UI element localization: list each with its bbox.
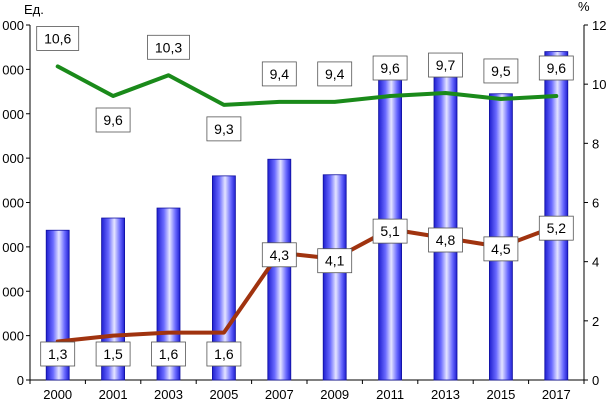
right-tick-label: 12	[592, 18, 606, 33]
x-tick-label: 2011	[376, 387, 404, 402]
right-tick-label: 10	[592, 77, 606, 92]
data-label: 9,6	[380, 60, 400, 76]
data-label: 9,3	[214, 121, 234, 137]
right-axis-ticks: 0 2 4 6 8 10 12	[584, 18, 606, 388]
right-axis-unit: %	[578, 0, 590, 14]
data-label-box	[483, 236, 519, 262]
data-label-box	[483, 58, 519, 84]
x-tick-label: 2015	[486, 387, 515, 402]
left-tick-label: 000	[2, 107, 24, 122]
data-label: 9,7	[436, 57, 456, 73]
left-tick-label: 000	[2, 329, 24, 344]
data-label-box	[372, 55, 408, 81]
bar	[267, 158, 292, 381]
right-tick-label: 6	[592, 196, 599, 211]
data-label-box	[317, 248, 353, 274]
left-tick-label: 000	[2, 240, 24, 255]
data-label-box	[372, 218, 408, 244]
data-label: 4,3	[270, 247, 290, 263]
bar-series	[45, 51, 569, 381]
x-tick-label: 2017	[542, 387, 571, 402]
data-label: 4,8	[436, 232, 456, 248]
x-tick-label: 2007	[265, 387, 294, 402]
left-tick-label: 000	[2, 196, 24, 211]
data-label: 4,1	[325, 253, 345, 269]
left-tick-label: 000	[2, 284, 24, 299]
data-label-box	[151, 341, 186, 367]
right-tick-label: 2	[592, 314, 599, 329]
bar	[211, 175, 236, 381]
right-tick-label: 8	[592, 136, 599, 151]
data-label-box	[261, 242, 297, 268]
left-tick-label: 0	[17, 373, 24, 388]
data-label: 9,4	[325, 66, 345, 82]
data-label: 4,5	[491, 241, 511, 257]
data-label-box	[538, 215, 574, 241]
data-label: 9,6	[547, 60, 567, 76]
left-axis-unit: Ед.	[24, 2, 44, 17]
data-label: 9,5	[491, 63, 511, 79]
line-series	[55, 64, 559, 344]
bar	[101, 217, 125, 381]
right-tick-label: 0	[592, 373, 599, 388]
data-label-box	[36, 26, 80, 51]
data-label-box	[95, 341, 131, 367]
data-label-box	[40, 341, 76, 367]
x-tick-label: 2000	[43, 387, 72, 402]
left-tick-label: 000	[2, 151, 24, 166]
data-label: 10,6	[44, 30, 71, 46]
data-label: 5,2	[547, 220, 567, 236]
data-labels: 10,6 9,6 10,3 9,3 9,4 9,4 9,6 9,7 9,5 9,6 1,3 1,5 1,…	[36, 26, 574, 367]
data-label-box	[538, 55, 574, 81]
left-tick-label: 000	[2, 18, 24, 33]
data-label-box	[147, 34, 190, 60]
green-line	[55, 64, 559, 107]
x-axis-ticks: 2000 2001 2003 2005 2007 2009 2011 2013 2015 2017	[29, 380, 585, 402]
data-label: 9,6	[103, 112, 123, 128]
x-tick-label: 2013	[431, 387, 460, 402]
x-tick-label: 2001	[99, 387, 128, 402]
data-label-box	[428, 52, 463, 78]
data-label-box	[206, 341, 242, 367]
data-label-box	[95, 107, 131, 133]
data-label: 9,4	[270, 66, 290, 82]
data-label-box	[428, 227, 463, 253]
left-tick-label: 000	[2, 62, 24, 77]
data-label-box	[206, 116, 242, 142]
data-label: 1,3	[48, 346, 68, 362]
bar	[156, 207, 181, 381]
x-tick-label: 2003	[154, 387, 183, 402]
data-label: 1,6	[214, 346, 234, 362]
data-label: 10,3	[155, 39, 182, 55]
data-label: 1,5	[103, 346, 123, 362]
data-label: 5,1	[380, 223, 400, 239]
bar	[322, 174, 347, 381]
x-tick-label: 2009	[320, 387, 349, 402]
x-tick-label: 2005	[209, 387, 238, 402]
data-label-box	[317, 61, 353, 87]
data-label-box	[261, 61, 297, 87]
brown-line	[55, 224, 559, 344]
right-tick-label: 4	[592, 255, 599, 270]
data-label: 1,6	[159, 346, 179, 362]
